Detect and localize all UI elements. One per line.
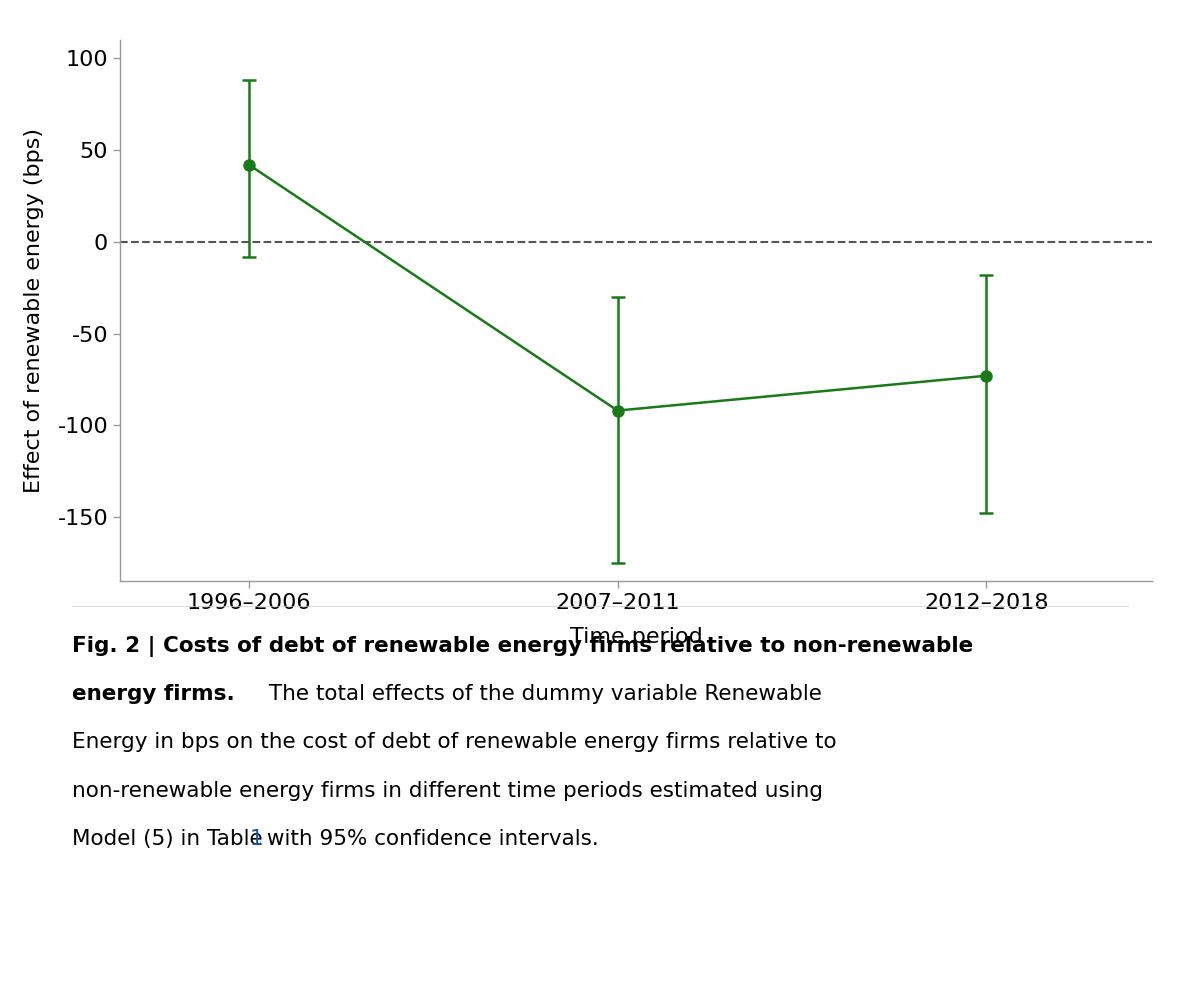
- Text: energy firms.: energy firms.: [72, 684, 235, 704]
- Text: The total effects of the dummy variable Renewable: The total effects of the dummy variable …: [262, 684, 822, 704]
- Y-axis label: Effect of renewable energy (bps): Effect of renewable energy (bps): [24, 128, 43, 493]
- Text: with 95% confidence intervals.: with 95% confidence intervals.: [260, 829, 599, 849]
- Text: 1: 1: [250, 829, 263, 849]
- X-axis label: Time period: Time period: [570, 627, 702, 647]
- Text: Model (5) in Table: Model (5) in Table: [72, 829, 270, 849]
- Text: Energy in bps on the cost of debt of renewable energy firms relative to: Energy in bps on the cost of debt of ren…: [72, 732, 836, 753]
- Text: non-renewable energy firms in different time periods estimated using: non-renewable energy firms in different …: [72, 781, 823, 801]
- Text: Fig. 2 | Costs of debt of renewable energy firms relative to non-renewable: Fig. 2 | Costs of debt of renewable ener…: [72, 636, 973, 657]
